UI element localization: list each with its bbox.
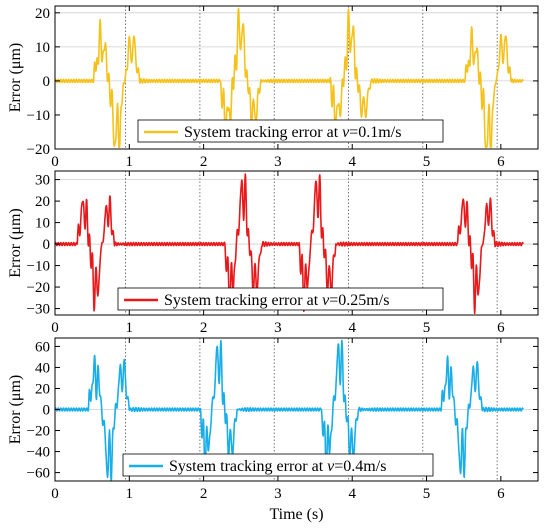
legend-box	[122, 453, 434, 477]
panel-1: −20 −10 0 10 20 0 1 2 3 4 5 6 Error (μm) System track…	[7, 5, 539, 170]
legend: System tracking error at v=0.1m/s	[137, 119, 444, 143]
legend-box	[117, 287, 444, 311]
y-axis-label: Error (μm)	[7, 375, 24, 444]
x-tick-label: 2	[200, 486, 208, 502]
x-tick-label: 6	[497, 486, 505, 502]
x-axis-label: Time (s)	[269, 506, 323, 523]
y-tick-label: 60	[35, 339, 50, 355]
y-tick-label: 20	[35, 381, 50, 397]
x-tick-label: 5	[423, 154, 431, 170]
x-tick-label: 0	[51, 154, 59, 170]
y-tick-label: 20	[35, 6, 50, 22]
y-tick-label: −10	[27, 259, 50, 275]
y-tick-label: −30	[27, 302, 50, 318]
y-tick-label: 40	[35, 360, 50, 376]
y-tick-label: 10	[35, 40, 50, 56]
y-tick-label: 0	[43, 237, 51, 253]
x-tick-label: 4	[348, 154, 356, 170]
axes-frame	[54, 5, 539, 150]
legend-box	[137, 119, 444, 143]
x-tick-label: 5	[423, 320, 431, 336]
panel-3: −60 −40 −20 0 20 40 60 0 1 2 3 4 5 6 Error (μm) System …	[7, 337, 539, 523]
y-tick-label: −60	[27, 466, 50, 482]
y-tick-label: −20	[27, 424, 50, 440]
x-tick-label: 6	[497, 320, 505, 336]
y-tick-label: −10	[27, 108, 50, 124]
y-tick-label: −40	[27, 445, 50, 461]
y-axis-label: Error (μm)	[7, 43, 24, 112]
x-tick-label: 1	[126, 320, 134, 336]
panel-2: −30 −20 −10 0 10 20 30 0 1 2 3 4 5 6 Error (μm) System …	[7, 170, 539, 336]
axes-frame	[54, 170, 539, 316]
x-tick-label: 3	[274, 486, 282, 502]
series-line	[54, 339, 524, 482]
y-tick-label: 0	[43, 403, 51, 419]
x-tick-label: 4	[348, 320, 356, 336]
x-tick-label: 5	[423, 486, 431, 502]
series-line	[54, 7, 524, 149]
x-tick-label: 1	[126, 486, 134, 502]
x-tick-label: 0	[51, 486, 59, 502]
x-tick-label: 4	[348, 486, 356, 502]
series-line	[54, 173, 524, 315]
legend-label: System tracking error at v=0.4m/s	[169, 458, 386, 475]
legend: System tracking error at v=0.25m/s	[117, 287, 444, 311]
y-tick-label: −20	[27, 280, 50, 296]
x-tick-label: 2	[200, 154, 208, 170]
y-tick-label: 0	[43, 74, 51, 90]
legend-label: System tracking error at v=0.1m/s	[184, 124, 401, 141]
x-tick-label: 1	[126, 154, 134, 170]
x-tick-label: 6	[497, 154, 505, 170]
y-tick-label: 10	[35, 216, 50, 232]
legend-label: System tracking error at v=0.25m/s	[164, 292, 389, 309]
x-tick-label: 3	[274, 154, 282, 170]
y-tick-label: 30	[35, 173, 50, 189]
x-tick-label: 3	[274, 320, 282, 336]
x-tick-label: 2	[200, 320, 208, 336]
y-tick-label: 20	[35, 194, 50, 210]
y-axis-label: Error (μm)	[7, 208, 24, 277]
y-tick-label: −20	[27, 142, 50, 158]
x-tick-label: 0	[51, 320, 59, 336]
legend: System tracking error at v=0.4m/s	[122, 453, 434, 477]
